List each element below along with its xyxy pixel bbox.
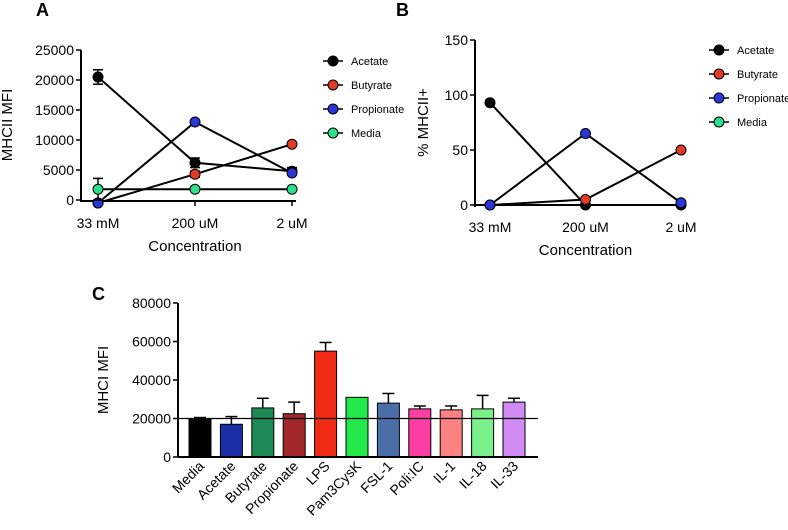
- bar-il-18: [471, 408, 495, 458]
- y-tick-label: 0: [66, 192, 74, 208]
- data-point-butyrate: [580, 194, 591, 205]
- legend-marker-media: [327, 127, 339, 139]
- legend-marker-media: [713, 116, 725, 128]
- x-tick-label: Poli:IC: [386, 458, 426, 498]
- data-point-butyrate: [189, 168, 201, 180]
- data-point-butyrate: [286, 138, 298, 150]
- x-axis-title: Concentration: [539, 242, 632, 259]
- data-point-propionate: [484, 199, 496, 211]
- x-tick-label: IL-18: [456, 458, 490, 492]
- legend-marker-propionate: [713, 92, 725, 104]
- bar-lps: [314, 350, 338, 458]
- legend-label: Media: [737, 117, 768, 129]
- legend-label: Propionate: [737, 93, 788, 105]
- y-axis-title: MHCII MFI: [0, 89, 16, 162]
- y-axis-title: MHCI MFI: [95, 346, 112, 414]
- x-tick-label: IL-33: [487, 458, 521, 492]
- x-tick-label: 200 uM: [172, 215, 219, 231]
- y-tick-label: 20000: [132, 411, 171, 427]
- bar-acetate: [219, 423, 243, 458]
- bar-propionate: [282, 413, 306, 458]
- legend-label: Media: [351, 128, 382, 140]
- y-tick-label: 80000: [132, 295, 171, 311]
- data-point-propionate: [189, 116, 201, 128]
- chart-a: 0 5000 10000 15000 20000 25000 33 mM 200 uM 2 uM…: [0, 42, 404, 255]
- data-point-propionate: [580, 128, 591, 139]
- bar-pam3cysk: [345, 396, 369, 458]
- legend-marker-acetate: [327, 55, 339, 67]
- panel-letter-b: B: [396, 0, 409, 20]
- x-tick-label: 2 uM: [665, 219, 696, 235]
- data-point-propionate: [286, 167, 298, 179]
- legend-label: Butyrate: [737, 69, 778, 81]
- series-line-acetate: [489, 102, 681, 206]
- x-tick-label: IL-1: [430, 458, 459, 487]
- y-tick-label: 15000: [35, 102, 74, 118]
- panel-letter-a: A: [36, 0, 49, 20]
- data-point-acetate: [189, 157, 201, 169]
- legend-marker-butyrate: [713, 68, 725, 80]
- x-tick-label: 33 mM: [77, 215, 120, 231]
- chart-b: 0 50 100 150 33 mM 200 uM 2 uM Concentration % M…: [415, 32, 788, 259]
- data-point-media: [92, 183, 104, 195]
- bar-il-33: [502, 401, 526, 458]
- bar-butyrate: [251, 407, 275, 458]
- bar-poli-ic: [408, 408, 432, 458]
- legend-marker-propionate: [327, 103, 339, 115]
- data-point-media: [286, 183, 298, 195]
- y-tick-label: 0: [163, 449, 171, 465]
- y-tick-label: 5000: [43, 162, 74, 178]
- y-tick-label: 25000: [35, 42, 74, 58]
- data-point-acetate: [92, 71, 104, 83]
- legend-marker-butyrate: [327, 79, 339, 91]
- y-tick-label: 100: [445, 87, 469, 103]
- legend-label: Acetate: [351, 56, 388, 68]
- y-tick-label: 0: [460, 197, 468, 213]
- x-tick-label: 2 uM: [276, 215, 307, 231]
- data-point-propionate: [675, 197, 687, 209]
- y-tick-label: 60000: [132, 334, 171, 350]
- bar-fsl-1: [376, 402, 400, 458]
- x-tick-label: 200 uM: [562, 219, 609, 235]
- legend-label: Acetate: [737, 45, 774, 57]
- y-tick-label: 40000: [132, 372, 171, 388]
- data-point-acetate: [484, 97, 496, 109]
- panel-letter-c: C: [92, 284, 105, 304]
- legend-label: Propionate: [351, 104, 404, 116]
- x-axis-title: Concentration: [148, 238, 241, 255]
- y-tick-label: 20000: [35, 72, 74, 88]
- bar-il-1: [439, 409, 463, 458]
- legend-label: Butyrate: [351, 80, 392, 92]
- data-point-media: [189, 183, 201, 195]
- y-axis-title: % MHCII+: [415, 88, 432, 157]
- y-tick-label: 50: [452, 142, 468, 158]
- y-tick-label: 10000: [35, 132, 74, 148]
- y-tick-label: 150: [445, 32, 469, 48]
- data-point-butyrate: [675, 144, 687, 156]
- x-tick-label: 33 mM: [469, 219, 512, 235]
- bar-media: [188, 418, 212, 458]
- legend-marker-acetate: [713, 44, 725, 56]
